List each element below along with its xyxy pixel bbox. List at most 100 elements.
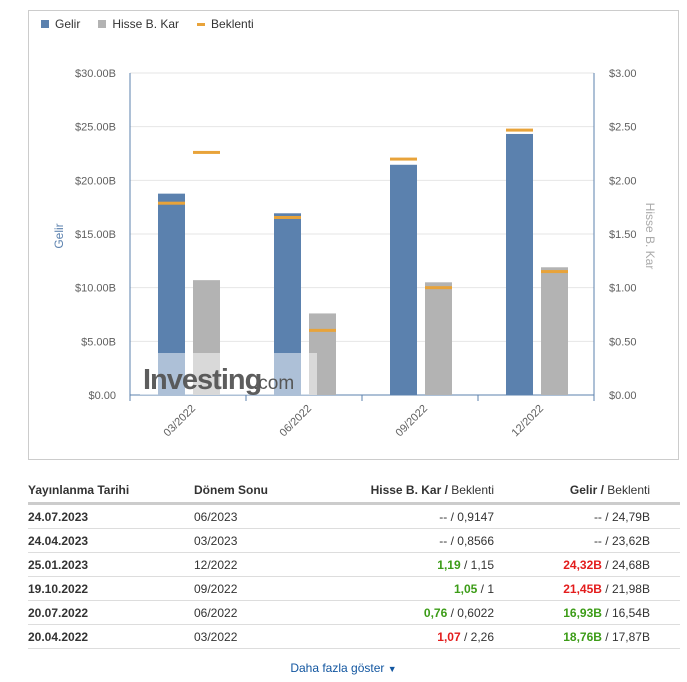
revenue-forecast-mark [506,128,533,132]
y-tick-label: $30.00B [75,68,116,80]
revenue-cell: 24,32B / 24,68B [524,552,680,577]
x-tick-label: 03/2022 [162,403,199,440]
revenue-actual: 21,45B [563,581,602,596]
investing-logo-watermark: Investing [143,364,261,396]
eps-forecast: 2,26 [470,629,494,644]
earnings-chart: Gelir Hisse B. Kar Beklenti $0.00 $0.00 $5… [28,10,679,460]
col-date[interactable]: Yayınlanma Tarihi [28,478,194,505]
eps-cell: -- / 0,8566 [324,528,524,553]
period-end: 03/2023 [194,528,324,553]
release-date: 20.04.2022 [28,624,194,649]
y-tick-label: $0.00 [88,390,116,402]
revenue-actual: -- [593,533,602,548]
investing-logo-suffix: .com [253,373,294,394]
col-period[interactable]: Dönem Sonu [194,478,324,505]
show-more-label: Daha fazla göster [290,661,385,675]
eps-bar [541,267,568,395]
period-end: 06/2022 [194,600,324,625]
revenue-forecast-mark [158,201,185,205]
revenue-actual: 18,76B [563,629,602,644]
y2-tick-label: $0.00 [609,390,637,402]
x-tick-label: 12/2022 [510,403,547,440]
col-revenue[interactable]: Gelir / Beklenti [524,478,680,505]
legend-swatch [41,20,49,28]
eps-cell: 1,05 / 1 [324,576,524,601]
eps-forecast: 0,8566 [457,533,494,548]
revenue-forecast: 24,68B [611,557,650,572]
revenue-actual: 16,93B [563,605,602,620]
y-axis-title: Gelir [52,223,66,248]
release-date: 25.01.2023 [28,552,194,577]
eps-bar [425,282,452,395]
earnings-table: Yayınlanma Tarihi Dönem Sonu Hisse B. Ka… [28,478,680,649]
eps-forecast: 0,6022 [457,605,494,620]
revenue-forecast: 16,54B [611,605,650,620]
y-tick-label: $20.00B [75,175,116,187]
x-tick-label: 09/2022 [394,403,431,440]
legend-swatch [98,20,107,28]
legend-label: Hisse B. Kar [112,17,180,31]
period-end: 12/2022 [194,552,324,577]
eps-forecast: 1 [487,581,494,596]
y2-tick-label: $1.50 [609,229,637,241]
period-end: 06/2023 [194,503,324,529]
table-row: 24.04.2023 03/2023 -- / 0,8566 -- / 23,6… [28,528,680,553]
legend-swatch [197,22,206,26]
col-eps[interactable]: Hisse B. Kar / Beklenti [324,478,524,505]
legend-item-revenue[interactable]: Gelir [41,17,80,31]
legend-item-forecast[interactable]: Beklenti [197,17,254,31]
y2-tick-label: $0.50 [609,336,637,348]
revenue-forecast-mark [274,215,301,219]
eps-forecast: 0,9147 [457,509,494,524]
revenue-cell: 21,45B / 21,98B [524,576,680,601]
eps-forecast-mark [541,270,568,274]
y-tick-label: $5.00B [81,336,116,348]
eps-forecast: 1,15 [470,557,494,572]
table-row: 19.10.2022 09/2022 1,05 / 1 21,45B / 21,… [28,576,680,601]
eps-header: Hisse B. Kar [370,483,442,497]
x-tick-label: 06/2022 [278,403,315,440]
eps-cell: 0,76 / 0,6022 [324,600,524,625]
table-row: 25.01.2023 12/2022 1,19 / 1,15 24,32B / … [28,552,680,577]
y2-tick-label: $3.00 [609,68,637,80]
eps-actual: -- [439,533,448,548]
show-more-link[interactable]: Daha fazla göster ▼ [0,661,687,675]
revenue-actual: -- [593,509,602,524]
eps-actual: 1,07 [437,629,461,644]
revenue-bar [390,164,417,395]
watermark-backdrop [140,353,317,395]
revenue-forecast: 24,79B [611,509,650,524]
eps-actual: 1,19 [437,557,461,572]
chevron-down-icon: ▼ [387,664,397,674]
revenue-bar [506,133,533,395]
table-header: Yayınlanma Tarihi Dönem Sonu Hisse B. Ka… [28,478,680,505]
y2-tick-label: $1.00 [609,283,637,295]
eps-cell: 1,19 / 1,15 [324,552,524,577]
period-end: 03/2022 [194,624,324,649]
release-date: 24.04.2023 [28,528,194,553]
eps-cell: -- / 0,9147 [324,503,524,529]
release-date: 19.10.2022 [28,576,194,601]
legend-item-eps[interactable]: Hisse B. Kar [98,17,179,31]
eps-forecast-mark [193,150,220,154]
y2-tick-label: $2.00 [609,175,637,187]
y-tick-label: $25.00B [75,122,116,134]
y2-tick-label: $2.50 [609,122,637,134]
eps-forecast-mark [425,286,452,290]
eps-actual: 1,05 [453,581,478,596]
period-end: 09/2022 [194,576,324,601]
release-date: 20.07.2022 [28,600,194,625]
revenue-cell: -- / 24,79B [524,503,680,529]
revenue-forecast: 21,98B [611,581,650,596]
table-row: 24.07.2023 06/2023 -- / 0,9147 -- / 24,7… [28,503,680,529]
eps-actual: 0,76 [423,605,448,620]
revenue-cell: -- / 23,62B [524,528,680,553]
revenue-cell: 18,76B / 17,87B [524,624,680,649]
chart-plot: $0.00 $0.00 $5.00B $0.50 $10.00B $1.00 $15.00B… [52,68,657,440]
chart-legend: Gelir Hisse B. Kar Beklenti [41,17,254,31]
y2-axis-title: Hisse B. Kar [643,203,657,270]
revenue-forecast-mark [390,157,417,161]
revenue-forecast-header: Beklenti [607,483,650,497]
legend-label: Gelir [55,17,81,31]
revenue-cell: 16,93B / 16,54B [524,600,680,625]
